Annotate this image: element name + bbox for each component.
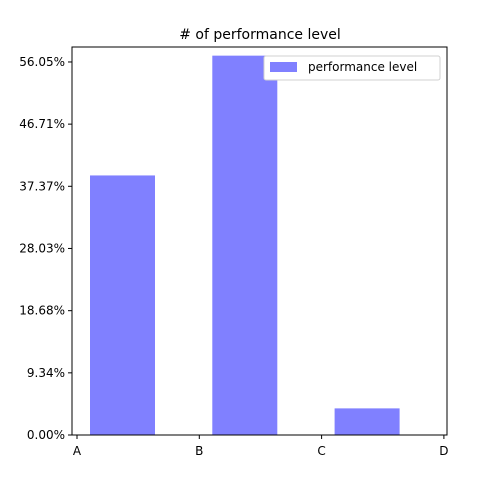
x-tick-label: B — [195, 444, 203, 458]
bars-group — [90, 55, 400, 436]
legend-swatch — [270, 62, 297, 72]
bar-A — [90, 175, 155, 435]
x-tick-label: D — [439, 444, 448, 458]
y-tick-label: 28.03% — [19, 241, 65, 255]
chart-title: # of performance level — [179, 27, 341, 43]
legend-label: performance level — [308, 60, 417, 74]
bar-C — [334, 408, 400, 435]
y-tick-label: 56.05% — [19, 55, 65, 69]
y-tick-label: 46.71% — [19, 117, 65, 131]
y-tick-label: 0.00% — [27, 428, 65, 442]
x-tick-label: C — [317, 444, 325, 458]
legend-box — [263, 55, 441, 81]
y-tick-label: 37.37% — [19, 179, 65, 193]
x-axis-ticks: A B C D — [73, 435, 449, 458]
legend: performance level — [263, 55, 441, 81]
y-axis-ticks: 0.00% 9.34% 18.68% 28.03% 37.37% 46.71% 56.05% — [19, 55, 72, 442]
y-tick-label: 9.34% — [27, 366, 65, 380]
bar-B — [212, 55, 278, 436]
x-tick-label: A — [73, 444, 82, 458]
plot-frame — [71, 46, 448, 436]
y-tick-label: 18.68% — [19, 304, 65, 318]
